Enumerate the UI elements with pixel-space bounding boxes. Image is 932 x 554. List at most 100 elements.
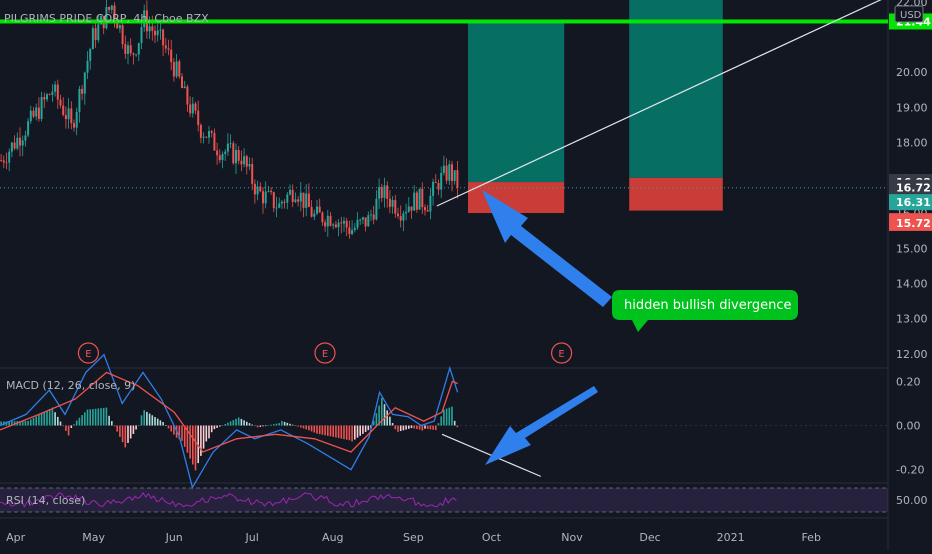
candle-129[interactable] [345,220,348,228]
candle-28[interactable] [73,123,75,128]
rsi-line[interactable] [0,492,457,508]
candle-156[interactable] [418,188,421,210]
candle-11[interactable] [27,121,30,136]
candle-80[interactable] [213,132,216,151]
candle-43[interactable] [113,5,116,19]
candle-54[interactable] [143,10,146,28]
candle-115[interactable] [307,193,310,207]
candle-29[interactable] [75,111,78,128]
candle-19[interactable] [48,94,51,96]
candle-108[interactable] [289,189,291,195]
candle-31[interactable] [81,88,84,94]
candle-117[interactable] [313,213,316,217]
candle-149[interactable] [399,216,402,221]
candle-34[interactable] [89,49,92,61]
candle-20[interactable] [51,91,54,95]
earnings-marker-1[interactable] [77,342,100,364]
candle-164[interactable] [440,172,443,190]
candle-124[interactable] [332,224,335,226]
candle-3[interactable] [5,162,8,164]
candle-142[interactable] [380,187,383,198]
candle-83[interactable] [221,153,224,161]
candle-98[interactable] [262,191,264,204]
candle-15[interactable] [37,107,40,119]
candle-1[interactable] [0,160,3,162]
macd-line[interactable] [0,353,459,490]
candle-7[interactable] [16,137,19,149]
candle-148[interactable] [397,213,399,217]
candle-79[interactable] [210,131,213,133]
candle-65[interactable] [172,62,175,77]
candle-101[interactable] [270,190,273,193]
candle-123[interactable] [329,215,332,226]
currency-box[interactable] [894,5,924,23]
candle-5[interactable] [10,142,13,152]
rsi-title[interactable]: RSI (14, close) [6,494,85,507]
candle-132[interactable] [353,227,356,231]
candle-32[interactable] [83,72,86,94]
candle-63[interactable] [167,48,170,50]
candle-99[interactable] [264,191,267,204]
profit-zone-2[interactable] [629,0,723,178]
candle-13[interactable] [32,110,35,117]
candle-70[interactable] [186,86,189,105]
candle-104[interactable] [278,203,281,208]
callout[interactable]: hidden bullish divergence [612,290,798,332]
candle-50[interactable] [132,53,135,55]
candle-12[interactable] [29,110,32,122]
candle-40[interactable] [105,7,108,29]
candle-138[interactable] [370,214,372,216]
candle-114[interactable] [305,193,308,208]
candle-84[interactable] [224,151,227,154]
candle-162[interactable] [434,181,437,183]
candle-150[interactable] [402,213,405,221]
candle-27[interactable] [70,108,73,124]
candle-30[interactable] [78,88,81,112]
candle-18[interactable] [46,94,48,100]
candle-59[interactable] [156,30,159,36]
candle-105[interactable] [280,201,283,204]
candle-163[interactable] [437,182,440,190]
candle-167[interactable] [448,164,451,181]
candle-161[interactable] [432,181,435,196]
candle-44[interactable] [116,18,119,29]
candle-74[interactable] [197,110,200,126]
candle-118[interactable] [316,206,318,214]
candle-2[interactable] [2,160,5,163]
candle-61[interactable] [162,29,165,46]
candle-106[interactable] [283,201,286,203]
candle-26[interactable] [67,108,70,120]
candle-152[interactable] [407,206,410,212]
candle-89[interactable] [237,149,240,161]
candle-56[interactable] [148,26,151,32]
candle-160[interactable] [429,195,432,212]
candle-23[interactable] [59,99,62,106]
candle-67[interactable] [178,61,181,77]
candle-157[interactable] [421,188,424,208]
chart-title[interactable]: PILGRIMS PRIDE CORP, 4h, Cboe BZX [4,12,209,25]
candle-100[interactable] [267,190,270,192]
candle-159[interactable] [426,210,429,212]
signal-line[interactable] [0,371,458,453]
candle-93[interactable] [248,164,251,167]
candle-62[interactable] [164,45,167,49]
candle-77[interactable] [205,136,208,138]
candle-166[interactable] [445,165,448,181]
candle-113[interactable] [302,192,305,208]
candle-135[interactable] [361,217,364,220]
candle-33[interactable] [86,60,89,73]
candle-151[interactable] [405,211,408,214]
candle-119[interactable] [318,206,321,213]
candle-87[interactable] [232,143,235,164]
candle-102[interactable] [272,192,275,209]
candle-144[interactable] [386,185,389,199]
candle-75[interactable] [199,125,202,138]
earnings-marker-3[interactable] [550,342,573,364]
candle-165[interactable] [442,165,445,173]
candle-22[interactable] [56,84,59,100]
candle-111[interactable] [297,199,300,202]
loss-zone-2[interactable] [629,177,723,211]
candle-6[interactable] [13,142,16,149]
candle-134[interactable] [359,219,362,221]
candle-76[interactable] [202,136,205,138]
